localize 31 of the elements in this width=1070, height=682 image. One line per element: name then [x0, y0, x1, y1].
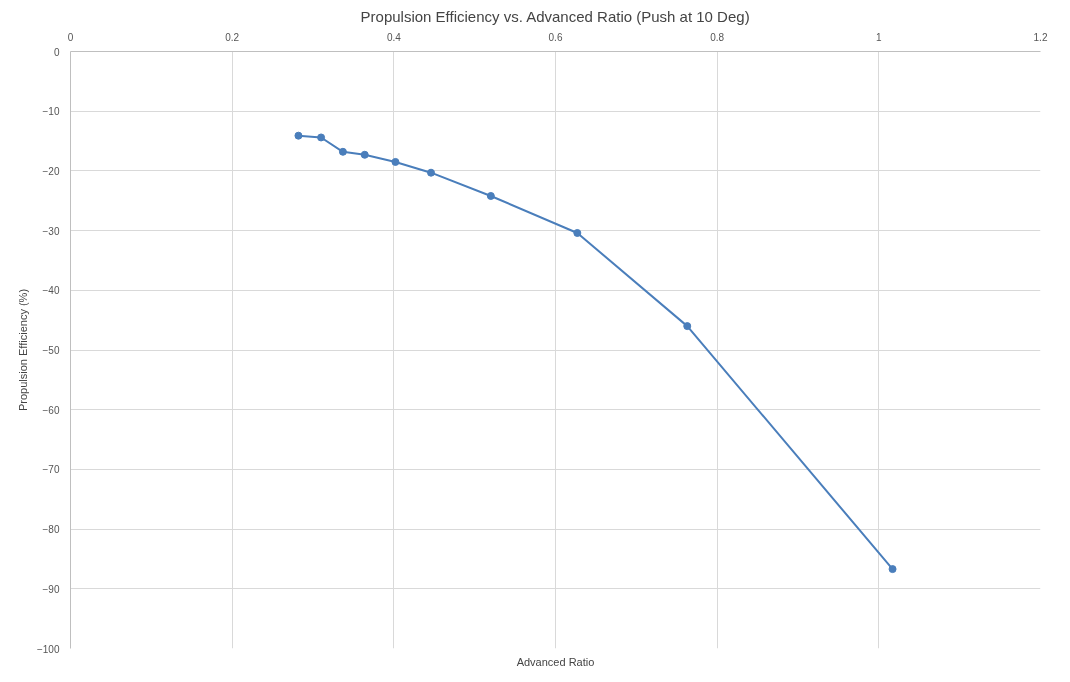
point	[486, 191, 495, 200]
y-tick-label: −50	[42, 345, 60, 356]
point	[294, 131, 303, 140]
y-tick-label: −20	[42, 165, 60, 177]
x-tick-label: 0.4	[386, 31, 402, 43]
x-tick-label: 1	[876, 31, 883, 43]
x-tick-label: 0.6	[548, 31, 563, 43]
point	[573, 228, 582, 237]
point	[683, 322, 692, 331]
point	[427, 168, 436, 177]
y-tick-label: 0	[53, 46, 60, 58]
chart-title: Propulsion Efficiency vs. Advanced Ratio (Push at 10 Deg)	[360, 7, 750, 25]
x-axis-title: Advanced Ratio	[516, 655, 595, 668]
point	[360, 150, 369, 159]
y-tick-label: −80	[42, 524, 60, 536]
y-tick-label: −90	[42, 583, 60, 595]
y-tick-label: −100	[36, 643, 60, 655]
y-axis-title: Propulsion Efficiency (%)	[16, 288, 29, 412]
point	[888, 565, 897, 574]
y-tick-label: −30	[42, 225, 60, 237]
y-tick-label: −10	[42, 106, 60, 118]
point	[317, 133, 326, 142]
x-tick-label: 1.2	[1033, 31, 1048, 43]
y-tick-label: −40	[42, 285, 60, 297]
x-tick-label: 0	[67, 31, 74, 43]
y-tick-label: −70	[42, 464, 60, 476]
point	[391, 157, 400, 166]
y-tick-label: −60	[42, 404, 60, 416]
point	[338, 147, 347, 156]
x-tick-label: 0.2	[225, 31, 240, 43]
x-tick-label: 0.8	[710, 31, 725, 43]
